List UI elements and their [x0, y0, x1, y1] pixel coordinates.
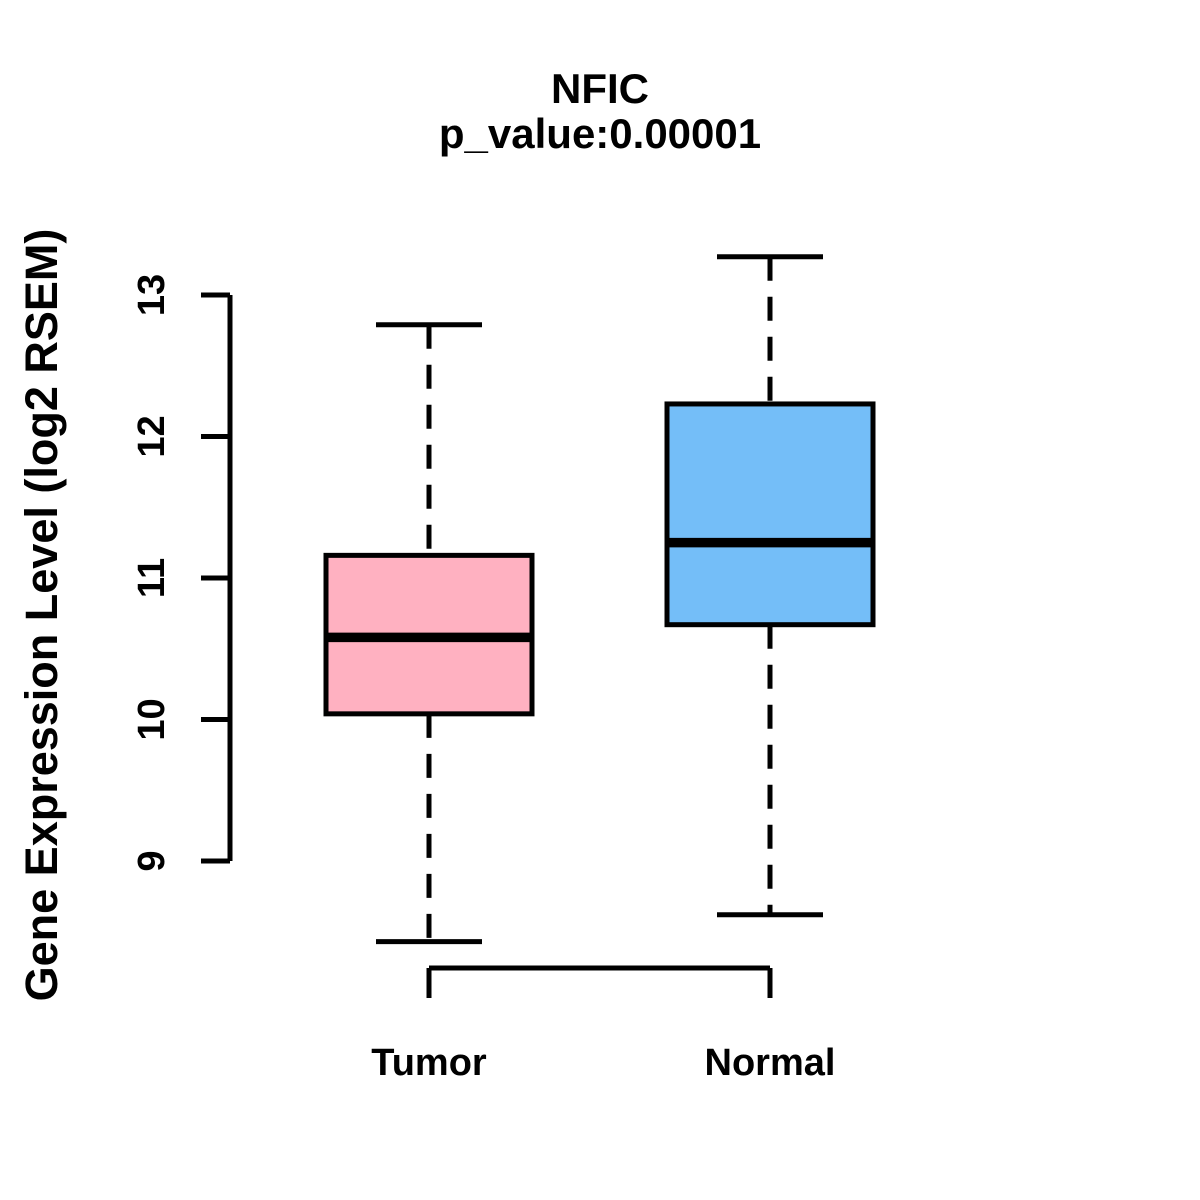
y-tick-label: 9: [131, 850, 173, 871]
normal-box: [664, 401, 876, 628]
y-tick-label: 11: [131, 558, 173, 598]
x-tick-label-normal: Normal: [705, 1042, 836, 1084]
chart-title: NFIC: [551, 65, 649, 112]
chart-subtitle: p_value:0.00001: [438, 110, 762, 157]
y-tick-label: 10: [131, 698, 173, 740]
y-tick-label: 12: [131, 415, 173, 457]
x-tick-label-tumor: Tumor: [371, 1042, 487, 1084]
chart-title-block: NFIC p_value:0.00001: [0, 66, 1200, 156]
y-tick-label: 13: [131, 274, 173, 316]
